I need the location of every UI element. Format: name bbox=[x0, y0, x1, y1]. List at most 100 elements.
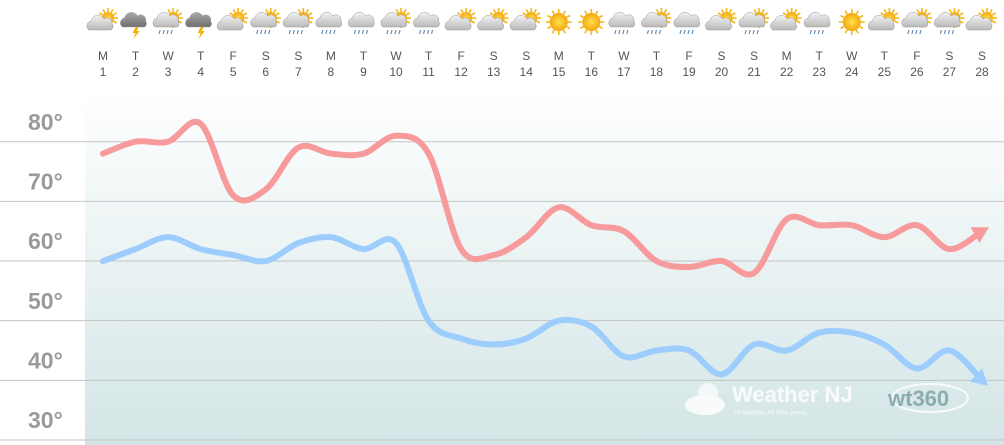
cloud bbox=[348, 12, 375, 28]
rain bbox=[292, 29, 295, 35]
sun-ray bbox=[956, 8, 961, 14]
x-tick-label: 24 bbox=[845, 65, 859, 79]
bolt bbox=[132, 27, 140, 39]
x-tick-label: 20 bbox=[715, 65, 729, 79]
x-tick-label: 10 bbox=[389, 65, 403, 79]
sun-ray bbox=[855, 29, 859, 34]
rain bbox=[752, 29, 755, 35]
rain bbox=[418, 29, 422, 35]
cloud bbox=[770, 15, 797, 31]
rain bbox=[426, 29, 430, 35]
sun-ray bbox=[468, 8, 472, 14]
weather-icon bbox=[545, 9, 572, 35]
weather-icon bbox=[380, 8, 411, 35]
sun-ray bbox=[566, 14, 571, 19]
weekday-label: W bbox=[618, 49, 630, 63]
weather-icon bbox=[444, 8, 477, 31]
rain bbox=[300, 29, 303, 35]
sun-ray bbox=[720, 8, 725, 14]
watermark: Weather NJ All Weather, All New Jersey w… bbox=[685, 382, 969, 417]
sun-ray bbox=[991, 12, 997, 16]
sun-ray bbox=[536, 20, 541, 24]
sun-ray bbox=[177, 12, 183, 16]
weather-icon bbox=[738, 8, 770, 35]
sun-ray bbox=[503, 20, 508, 24]
weekday-label: T bbox=[881, 49, 889, 63]
weekday-label: F bbox=[913, 49, 920, 63]
sun-ray bbox=[796, 12, 801, 16]
sun-ray bbox=[308, 20, 313, 24]
sun-ray bbox=[926, 20, 931, 24]
sun-ray bbox=[275, 12, 280, 16]
weekday-label: T bbox=[360, 49, 368, 63]
rain bbox=[390, 29, 393, 35]
x-tick-label: 14 bbox=[520, 65, 534, 79]
sun-ray bbox=[525, 8, 529, 14]
cloud bbox=[444, 15, 472, 31]
cloud bbox=[152, 12, 180, 28]
rain bbox=[386, 29, 389, 35]
sun-ray bbox=[595, 29, 599, 34]
rain bbox=[256, 29, 259, 35]
rain bbox=[365, 29, 369, 35]
x-tick-label: 19 bbox=[682, 65, 696, 79]
sun bbox=[582, 13, 601, 31]
rain bbox=[943, 29, 947, 35]
watermark-cloud bbox=[685, 395, 725, 415]
sun-ray bbox=[891, 8, 896, 14]
weather-icon bbox=[250, 8, 281, 35]
weather-icon bbox=[315, 12, 343, 35]
weather-icon bbox=[965, 8, 997, 31]
sun-ray bbox=[112, 20, 118, 24]
weather-icon bbox=[838, 9, 865, 35]
rain bbox=[626, 29, 629, 35]
weather-icon bbox=[803, 12, 831, 35]
rain bbox=[654, 29, 658, 35]
weather-icon bbox=[413, 12, 440, 35]
rain bbox=[919, 29, 922, 35]
sun-ray bbox=[243, 20, 248, 24]
weekday-label: S bbox=[294, 49, 302, 63]
rain bbox=[353, 29, 357, 35]
rain bbox=[166, 29, 169, 35]
rain bbox=[264, 29, 267, 35]
weekday-label: T bbox=[816, 49, 824, 63]
sun-ray bbox=[470, 20, 476, 24]
sun-ray bbox=[763, 12, 769, 16]
sun-ray bbox=[731, 12, 736, 16]
rain bbox=[744, 29, 747, 35]
rain bbox=[158, 29, 161, 35]
rain bbox=[951, 29, 955, 35]
weather-icon bbox=[86, 8, 118, 31]
weekday-label: S bbox=[945, 49, 953, 63]
rain bbox=[614, 29, 617, 35]
sun-ray bbox=[177, 20, 183, 24]
weather-icon bbox=[673, 12, 701, 35]
weekday-label: S bbox=[750, 49, 758, 63]
rain bbox=[907, 29, 910, 35]
sun-ray bbox=[894, 20, 899, 24]
sun-ray bbox=[753, 8, 757, 14]
rain bbox=[162, 29, 165, 35]
weather-icon bbox=[282, 8, 314, 35]
line-arrow bbox=[970, 227, 990, 243]
temperature-line bbox=[100, 233, 985, 384]
logo-ring bbox=[891, 383, 969, 413]
cloud bbox=[901, 12, 929, 28]
x-tick-label: 25 bbox=[878, 65, 892, 79]
sun-ray bbox=[275, 20, 280, 24]
weekday-label: W bbox=[162, 49, 174, 63]
rain bbox=[394, 29, 397, 35]
cloud bbox=[477, 15, 504, 31]
sun-ray bbox=[598, 25, 603, 30]
weather-icon bbox=[152, 8, 184, 35]
weekday-label: F bbox=[230, 49, 237, 63]
watermark-subtitle: All Weather, All New Jersey bbox=[734, 411, 807, 417]
rain bbox=[658, 29, 662, 35]
cloud bbox=[250, 12, 277, 28]
weekday-label: M bbox=[98, 49, 108, 63]
weather-icon bbox=[216, 8, 249, 31]
sun-ray bbox=[859, 14, 864, 19]
sun-ray bbox=[240, 8, 244, 14]
